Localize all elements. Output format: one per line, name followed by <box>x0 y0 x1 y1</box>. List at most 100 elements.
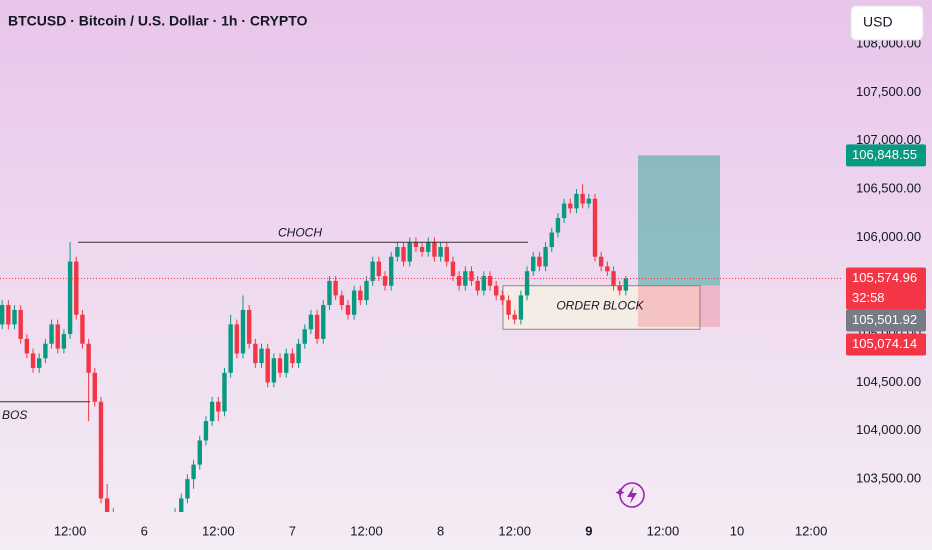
candle-body <box>130 532 134 547</box>
candle-body <box>197 440 202 465</box>
candle-body <box>611 271 616 286</box>
candle-body <box>228 324 233 373</box>
candle-body <box>185 479 190 499</box>
candle-body <box>154 527 158 537</box>
position-stop-zone <box>638 285 720 327</box>
candle-body <box>209 401 215 422</box>
entry-price-label: 105,501.92 <box>852 312 917 327</box>
candle-body <box>6 305 11 325</box>
candle-body <box>432 242 437 257</box>
lightning-icon <box>615 482 645 508</box>
candle-body <box>426 242 431 252</box>
last-price-tag <box>846 267 926 310</box>
candle-body <box>271 358 277 383</box>
candle-body <box>37 358 42 368</box>
candle-body <box>179 498 184 512</box>
candle-body <box>568 203 573 209</box>
candle-body <box>290 353 295 364</box>
candle-body <box>592 198 598 257</box>
candle-body <box>475 280 480 291</box>
candle-body <box>413 242 419 248</box>
entry-price-tag <box>846 309 926 332</box>
candle-body <box>506 300 511 315</box>
candle-body <box>518 295 524 320</box>
x-tick-label: 10 <box>730 523 744 538</box>
candle-body <box>549 232 554 248</box>
candle-body <box>444 247 449 262</box>
candle-body <box>308 314 314 330</box>
candle-body <box>617 285 622 291</box>
candle-body <box>277 358 283 373</box>
candle-body <box>216 401 221 412</box>
candle-body <box>240 309 246 354</box>
candle-body <box>321 305 326 339</box>
choch-label: CHOCH <box>278 225 322 239</box>
candle-body <box>487 276 493 286</box>
x-tick-label: 6 <box>141 523 148 538</box>
candle-body <box>456 276 462 286</box>
candle-body <box>234 324 240 354</box>
candle-body <box>537 256 542 267</box>
candle-body <box>333 280 338 296</box>
order-block <box>502 285 701 330</box>
candle-body <box>351 290 357 315</box>
candle-body <box>407 242 412 262</box>
candle-body <box>450 261 456 277</box>
candle-body <box>382 276 388 286</box>
x-tick-label: 8 <box>437 523 444 538</box>
currency-label[interactable]: USD <box>863 14 893 30</box>
candle-body <box>543 247 548 267</box>
candle-body <box>80 314 85 344</box>
order-block-label: ORDER BLOCK <box>556 299 644 313</box>
candle-body <box>389 256 394 286</box>
candle-body <box>370 261 375 281</box>
candle-body <box>253 343 258 364</box>
candle-body <box>0 305 5 325</box>
candle-body <box>524 271 530 296</box>
candle-body <box>167 523 171 542</box>
currency-button-bg[interactable] <box>850 5 924 41</box>
candle-body <box>314 314 320 339</box>
candle-body <box>469 271 474 281</box>
candle-body <box>161 527 165 542</box>
y-tick-label: 104,500.00 <box>856 374 921 389</box>
candle-body <box>191 464 196 480</box>
plot-area: CHOCH BOS ORDER BLOCK <box>0 155 842 550</box>
candle-body <box>259 348 264 364</box>
x-tick-label: 12:00 <box>54 523 87 538</box>
candle-body <box>173 518 177 523</box>
candle-body <box>605 266 610 272</box>
candle-body <box>136 532 140 550</box>
candle-body <box>561 203 567 219</box>
y-tick-label: 106,500.00 <box>856 180 921 195</box>
candle-body <box>123 537 127 547</box>
y-tick-label: 106,000.00 <box>856 229 921 244</box>
currency-button[interactable]: USD <box>850 5 924 41</box>
candle-body <box>111 513 115 528</box>
candle-body <box>74 261 79 315</box>
candle-body <box>104 498 110 512</box>
candle-body <box>203 421 209 441</box>
candle-body <box>574 193 579 209</box>
candle-body <box>55 324 60 349</box>
candle-body <box>246 309 252 344</box>
candle-body <box>18 309 23 339</box>
candle-body <box>493 285 499 296</box>
target-price-tag <box>846 144 926 167</box>
bos-label: BOS <box>2 408 27 422</box>
last-price-label: 105,574.96 <box>852 270 917 285</box>
candle-body <box>395 247 400 257</box>
candle-body <box>555 218 561 233</box>
target-price-label: 106,848.55 <box>852 147 917 162</box>
candle-body <box>142 542 146 550</box>
candle-body <box>500 295 505 301</box>
x-tick-label: 12:00 <box>202 523 235 538</box>
candle-body <box>364 280 369 301</box>
candle-body <box>419 247 425 252</box>
candle-body <box>222 372 227 412</box>
candle-body <box>30 353 36 368</box>
x-tick-label: 12:00 <box>350 523 383 538</box>
candle-body <box>265 348 270 383</box>
